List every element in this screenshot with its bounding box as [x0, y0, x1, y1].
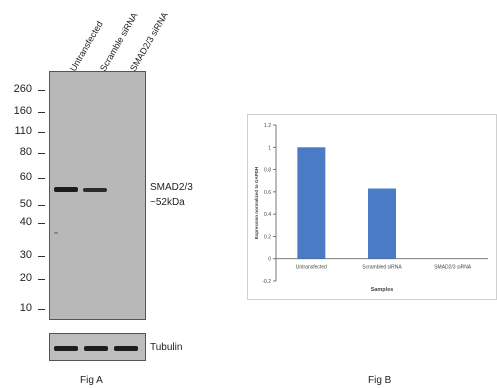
y-tick-label: 1.2: [264, 123, 271, 129]
tubulin-band-3: [114, 346, 138, 351]
mw-tick: [38, 205, 45, 206]
mw-tick: [38, 309, 45, 310]
mw-tick: [38, 90, 45, 91]
y-tick-label: 1: [268, 145, 271, 151]
tubulin-band-2: [84, 346, 108, 351]
mw-tick: [38, 256, 45, 257]
bar-0: [297, 147, 326, 259]
mw-marker-50: 50: [19, 198, 32, 210]
y-tick-label: 0.4: [264, 212, 271, 218]
mw-marker-80: 80: [19, 146, 32, 158]
x-axis-title: Samples: [371, 287, 394, 293]
mw-tick: [38, 112, 45, 113]
y-tick-label: 0.8: [264, 168, 271, 174]
y-tick-label: 0: [268, 257, 271, 263]
x-tick-label: SMAD2/3 siRNA: [434, 265, 472, 271]
mw-tick: [38, 153, 45, 154]
y-tick-label: 0.6: [264, 190, 271, 196]
band-untransfected: [54, 187, 78, 192]
y-tick-label: 0.2: [264, 234, 271, 240]
bar-1: [368, 188, 396, 259]
mw-tick: [38, 178, 45, 179]
mw-marker-160: 160: [13, 105, 32, 117]
mw-marker-40: 40: [19, 216, 32, 228]
x-tick-label: Untransfected: [296, 265, 327, 271]
blot-loading-control: [49, 333, 146, 361]
band-label-size: ~52kDa: [150, 197, 185, 208]
tubulin-band-1: [54, 346, 78, 351]
mw-marker-110: 110: [14, 125, 32, 137]
loading-control-label: Tubulin: [150, 342, 183, 353]
chart-panel: 1.2 1 0.8 0.6 0.4 0.2 0 -0.2 Untransfected Scramb…: [247, 114, 497, 300]
mw-tick: [38, 223, 45, 224]
mw-tick: [38, 279, 45, 280]
mw-marker-30: 30: [19, 249, 32, 261]
bar-chart: 1.2 1 0.8 0.6 0.4 0.2 0 -0.2 Untransfected Scramb…: [254, 123, 488, 293]
blot-membrane: [49, 71, 146, 320]
mw-tick: [38, 132, 45, 133]
mw-marker-10: 10: [19, 302, 32, 314]
mw-marker-20: 20: [19, 272, 32, 284]
mw-marker-60: 60: [19, 171, 32, 183]
blot-speck: [54, 232, 58, 234]
figure-b-label: Fig B: [368, 375, 392, 386]
band-scramble: [83, 188, 107, 192]
mw-marker-260: 260: [13, 83, 32, 95]
figure-a-label: Fig A: [80, 375, 103, 386]
band-label-protein: SMAD2/3: [150, 182, 193, 193]
y-tick-label: -0.2: [262, 279, 271, 285]
x-tick-label: Scrambled siRNA: [362, 265, 402, 271]
y-axis-title: Expression normalized to GAPDH: [254, 167, 259, 239]
